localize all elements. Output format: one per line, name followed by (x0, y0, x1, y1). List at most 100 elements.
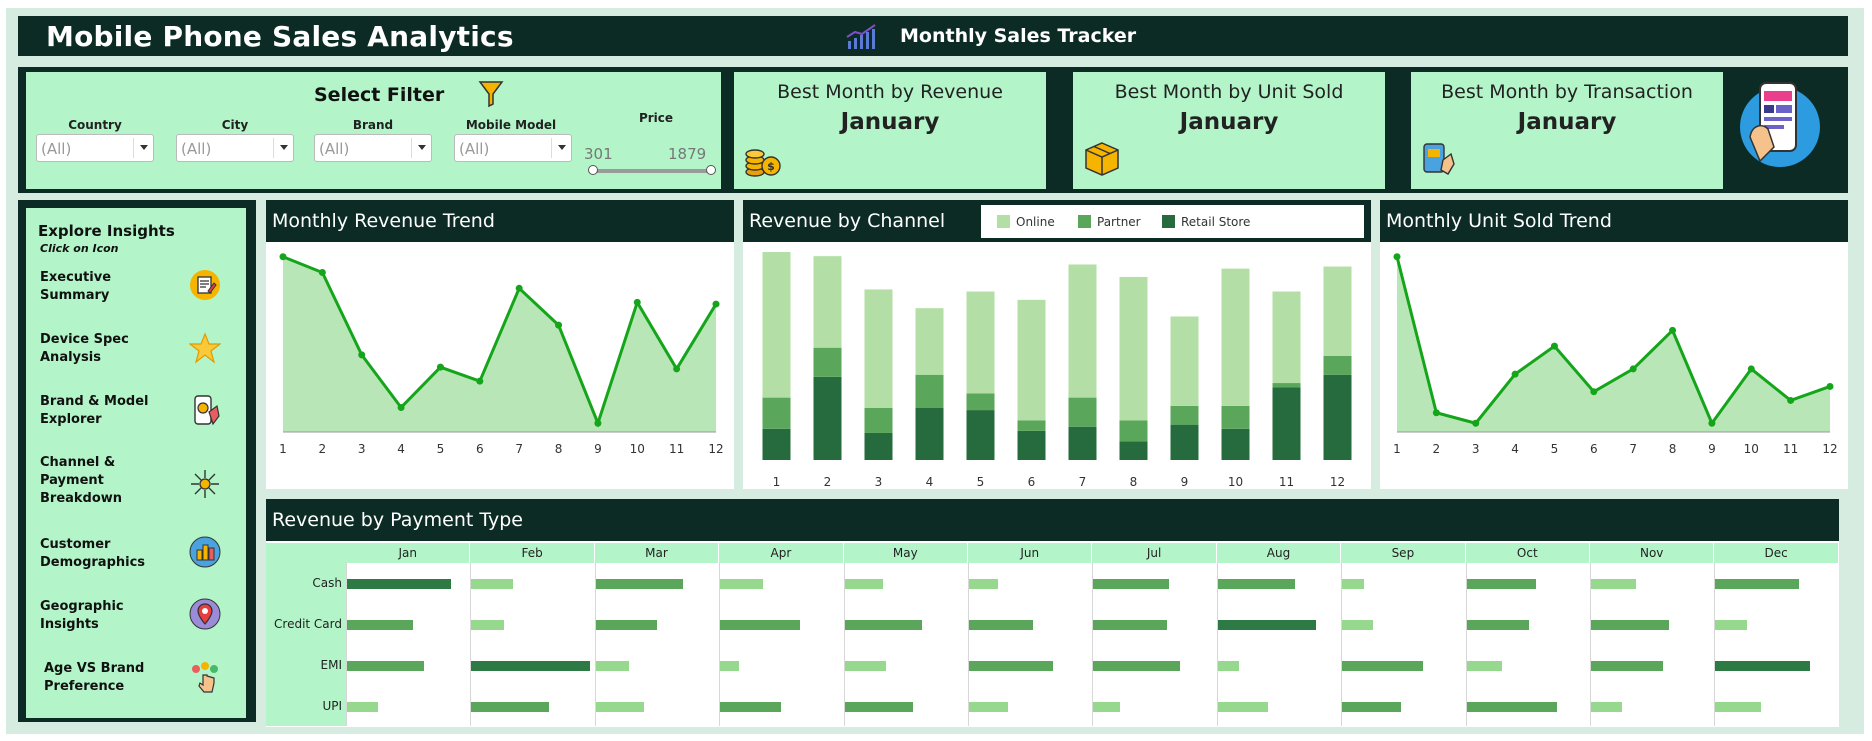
payment-bar[interactable] (1715, 701, 1761, 712)
payment-bar[interactable] (969, 619, 1033, 630)
bar-segment-online[interactable] (1119, 276, 1148, 421)
payment-bar[interactable] (1217, 619, 1316, 630)
bar-segment-online[interactable] (762, 252, 791, 398)
payment-bar[interactable] (1093, 619, 1167, 630)
payment-bar[interactable] (1715, 578, 1799, 589)
hand-click-icon[interactable] (189, 661, 221, 693)
payment-bar[interactable] (1466, 660, 1503, 671)
data-point[interactable] (1787, 396, 1795, 404)
data-point[interactable] (515, 284, 523, 292)
payment-bar[interactable] (471, 619, 505, 630)
bar-segment-retail-store[interactable] (1221, 428, 1250, 460)
payment-bar[interactable] (1715, 619, 1748, 630)
payment-bar[interactable] (969, 578, 999, 589)
data-point[interactable] (1393, 253, 1401, 261)
data-point[interactable] (1747, 365, 1755, 373)
data-point[interactable] (555, 321, 563, 329)
payment-bar[interactable] (1217, 660, 1239, 671)
payment-bar[interactable] (1093, 701, 1121, 712)
payment-bar[interactable] (1217, 701, 1268, 712)
bar-segment-retail-store[interactable] (762, 428, 791, 460)
payment-bar[interactable] (1342, 619, 1373, 630)
payment-bar[interactable] (347, 701, 378, 712)
payment-bar[interactable] (844, 660, 887, 671)
payment-bar[interactable] (720, 619, 800, 630)
payment-bar[interactable] (1342, 701, 1401, 712)
payment-bar[interactable] (1342, 660, 1423, 671)
payment-bar[interactable] (1591, 578, 1637, 589)
bar-segment-partner[interactable] (1119, 420, 1148, 442)
bar-segment-online[interactable] (864, 289, 893, 408)
bar-segment-partner[interactable] (864, 408, 893, 433)
sidebar-item-executive-summary[interactable]: Executive Summary (26, 268, 246, 326)
bar-segment-online[interactable] (1323, 266, 1352, 356)
bar-segment-retail-store[interactable] (864, 432, 893, 460)
payment-bar[interactable] (1342, 578, 1365, 589)
chevron-down-icon[interactable] (273, 138, 293, 158)
sidebar-item-brand-model[interactable]: Brand & Model Explorer (26, 391, 246, 449)
payment-bar[interactable] (347, 578, 452, 589)
sidebar-item-channel-payment[interactable]: Channel & Payment Breakdown (26, 454, 246, 524)
bar-segment-online[interactable] (1068, 264, 1097, 398)
bar-segment-partner[interactable] (1221, 405, 1250, 429)
payment-bar[interactable] (1466, 619, 1530, 630)
bar-segment-partner[interactable] (813, 347, 842, 377)
bar-segment-partner[interactable] (1068, 397, 1097, 427)
payment-bar[interactable] (471, 578, 513, 589)
data-point[interactable] (358, 351, 366, 359)
brand-select[interactable]: (All) (314, 134, 432, 162)
payment-bar[interactable] (1217, 578, 1295, 589)
data-point[interactable] (436, 363, 444, 371)
payment-bar[interactable] (347, 619, 414, 630)
bar-segment-retail-store[interactable] (1323, 374, 1352, 460)
sidebar-item-device-spec[interactable]: Device Spec Analysis (26, 329, 246, 387)
payment-bar[interactable] (1591, 701, 1622, 712)
model-select[interactable]: (All) (454, 134, 572, 162)
city-select[interactable]: (All) (176, 134, 294, 162)
payment-bar[interactable] (1093, 660, 1181, 671)
chevron-down-icon[interactable] (551, 138, 571, 158)
payment-bar[interactable] (844, 619, 922, 630)
bar-segment-partner[interactable] (966, 393, 995, 411)
demographics-icon[interactable] (189, 536, 221, 568)
payment-bar[interactable] (969, 701, 1009, 712)
data-point[interactable] (633, 298, 641, 306)
payment-bar[interactable] (1715, 660, 1810, 671)
payment-bar[interactable] (595, 578, 683, 589)
bar-segment-retail-store[interactable] (1119, 441, 1148, 460)
payment-bar[interactable] (969, 660, 1054, 671)
bar-segment-retail-store[interactable] (966, 410, 995, 460)
data-point[interactable] (1708, 419, 1716, 427)
payment-bar[interactable] (720, 578, 764, 589)
chevron-down-icon[interactable] (133, 138, 153, 158)
payment-bar[interactable] (1466, 701, 1558, 712)
bar-segment-partner[interactable] (1170, 405, 1199, 425)
payment-bar[interactable] (1466, 578, 1537, 589)
data-point[interactable] (1432, 409, 1440, 417)
price-max-handle[interactable] (706, 165, 716, 175)
phone-explore-icon[interactable] (189, 394, 221, 426)
data-point[interactable] (279, 253, 287, 261)
bar-segment-online[interactable] (1272, 291, 1301, 384)
payment-bar[interactable] (1591, 660, 1664, 671)
bar-segment-retail-store[interactable] (813, 376, 842, 460)
data-point[interactable] (712, 300, 720, 308)
data-point[interactable] (476, 377, 484, 385)
payment-bar[interactable] (1591, 619, 1670, 630)
country-select[interactable]: (All) (36, 134, 154, 162)
bar-segment-partner[interactable] (1272, 383, 1301, 388)
chevron-down-icon[interactable] (411, 138, 431, 158)
payment-bar[interactable] (720, 660, 739, 671)
data-point[interactable] (1669, 326, 1677, 334)
data-point[interactable] (1826, 382, 1834, 390)
bar-segment-online[interactable] (966, 291, 995, 394)
data-point[interactable] (673, 365, 681, 373)
data-point[interactable] (1590, 388, 1598, 396)
network-icon[interactable] (189, 468, 221, 500)
data-point[interactable] (594, 419, 602, 427)
bar-segment-partner[interactable] (915, 374, 944, 408)
bar-segment-partner[interactable] (762, 397, 791, 429)
sidebar-item-customer-demographics[interactable]: Customer Demographics (26, 534, 246, 592)
payment-bar[interactable] (595, 619, 657, 630)
report-icon[interactable] (189, 269, 221, 301)
